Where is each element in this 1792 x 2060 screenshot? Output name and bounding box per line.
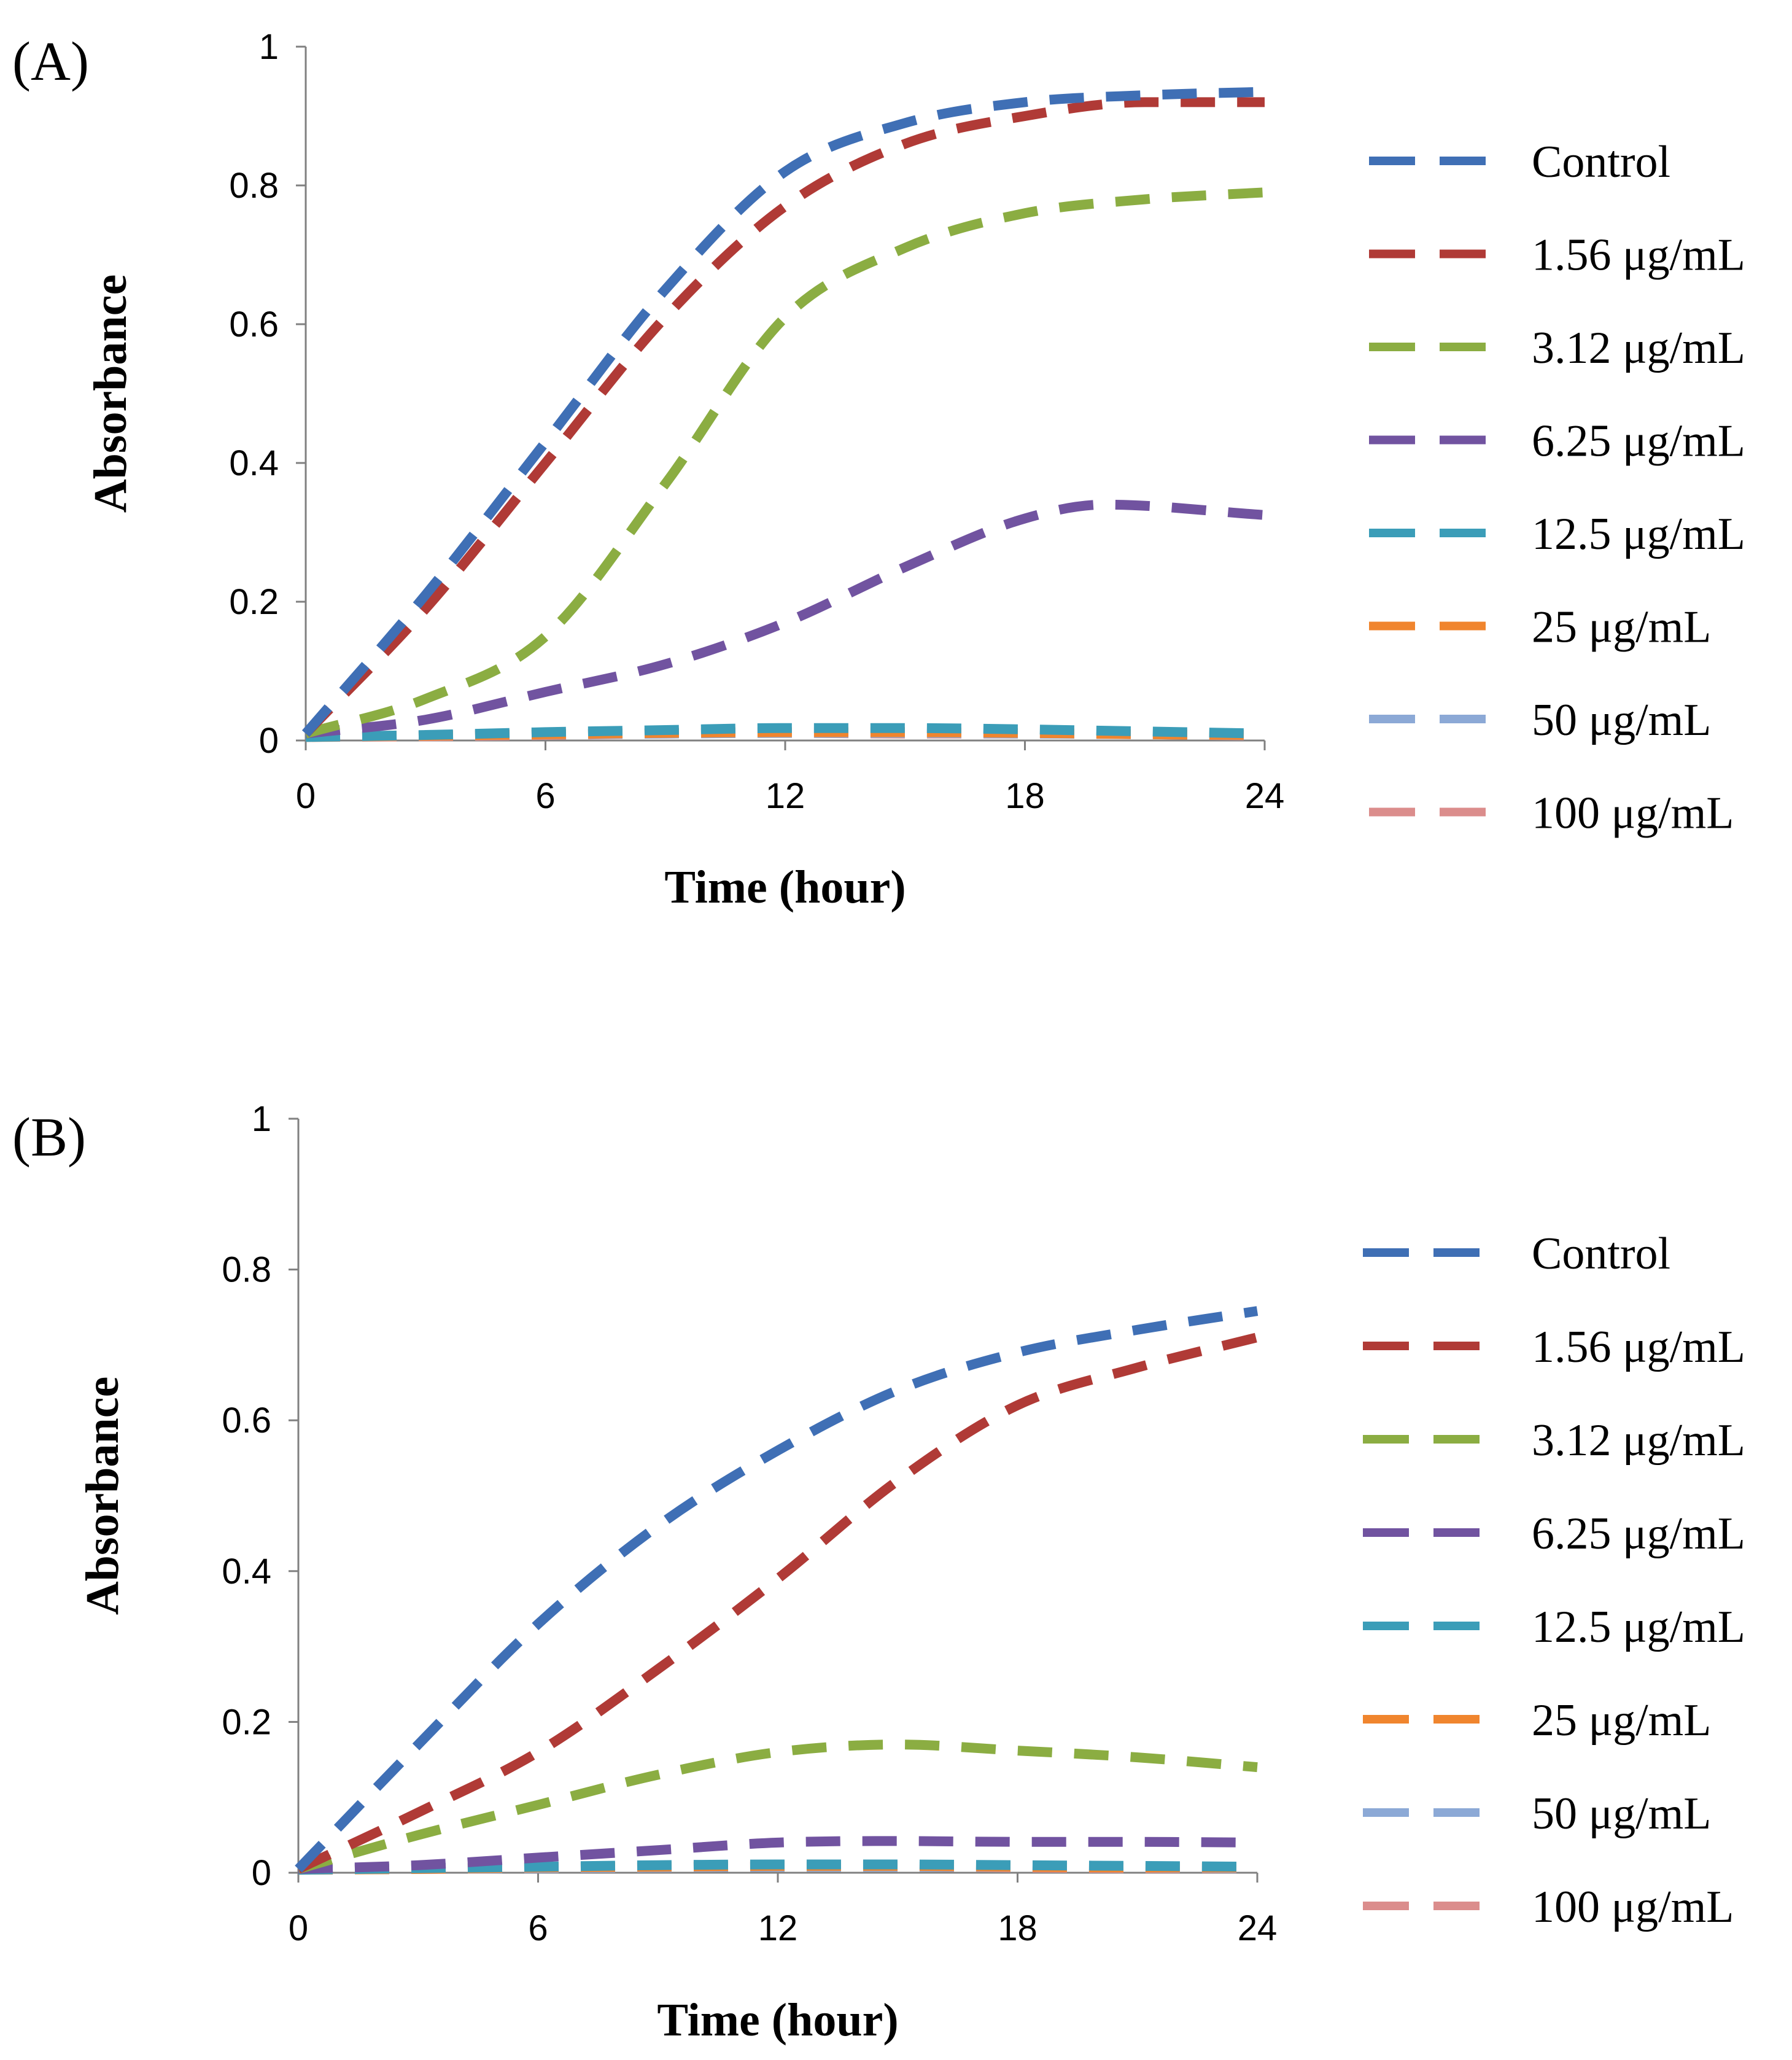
series-line-4 <box>298 1836 1258 1874</box>
y-tick-label: 1 <box>252 1099 271 1139</box>
y-tick-label: 0.8 <box>222 1250 271 1290</box>
y-axis-title: Absorbance <box>85 274 136 513</box>
panel-label: (A) <box>12 31 89 92</box>
series-line-5 <box>305 723 1265 742</box>
series-line-4 <box>305 499 1265 739</box>
legend-label: Control <box>1532 137 1670 187</box>
y-tick-label: 0.2 <box>229 582 279 622</box>
chart-panel-a: (A) 0 0.2 0.4 0.6 0.8 1 0 6 12 18 24 Absorbance Time … <box>12 27 1745 913</box>
y-tick-label: 0.6 <box>222 1401 271 1440</box>
legend-label: 25 μg/mL <box>1532 1695 1712 1746</box>
y-tick-label: 0.4 <box>229 443 279 483</box>
y-tick-label: 0.8 <box>229 166 279 206</box>
legend-label: 25 μg/mL <box>1532 602 1712 653</box>
x-tick-label: 0 <box>296 776 316 816</box>
legend-label: 100 μg/mL <box>1532 788 1734 839</box>
series-line-5 <box>298 1859 1258 1875</box>
x-tick-label: 24 <box>1245 776 1285 816</box>
y-axis-title: Absorbance <box>77 1377 128 1615</box>
y-tick-label: 1 <box>259 27 279 67</box>
y-tick-label: 0.6 <box>229 305 279 344</box>
y-tick-label: 0.2 <box>222 1702 271 1742</box>
x-tick-label: 18 <box>998 1908 1038 1948</box>
legend-label: 6.25 μg/mL <box>1532 1509 1745 1559</box>
legend-label: 50 μg/mL <box>1532 1789 1712 1839</box>
legend-label: Control <box>1532 1229 1670 1279</box>
chart-panel-b: (B) 0 0.2 0.4 0.6 0.8 1 0 6 12 18 24 Absorbance Time … <box>12 1099 1745 2046</box>
legend-label: 3.12 μg/mL <box>1532 323 1745 373</box>
legend-label: 100 μg/mL <box>1532 1882 1734 1932</box>
x-tick-label: 24 <box>1238 1908 1278 1948</box>
x-axis-title: Time (hour) <box>664 861 906 913</box>
x-tick-label: 18 <box>1005 776 1045 816</box>
series-line-1 <box>295 1306 1259 1873</box>
legend-label: 3.12 μg/mL <box>1532 1415 1745 1466</box>
y-tick-label: 0 <box>252 1853 271 1893</box>
x-tick-label: 6 <box>528 1908 548 1948</box>
y-tick-label: 0 <box>259 721 279 761</box>
x-axis-title: Time (hour) <box>657 1994 898 2046</box>
x-tick-label: 0 <box>289 1908 308 1948</box>
panel-label: (B) <box>12 1107 86 1168</box>
x-tick-label: 6 <box>535 776 555 816</box>
series-line-2 <box>302 97 1265 737</box>
series-line-1 <box>301 87 1265 737</box>
series-line-3 <box>297 1739 1258 1874</box>
legend-label: 1.56 μg/mL <box>1532 230 1745 281</box>
legend-label: 12.5 μg/mL <box>1532 1602 1745 1652</box>
legend-label: 6.25 μg/mL <box>1532 416 1745 467</box>
legend-label: 1.56 μg/mL <box>1532 1322 1745 1372</box>
legend: Control 1.56 μg/mL 3.12 μg/mL 6.25 μg/mL 12.… <box>1369 137 1745 839</box>
legend-label: 12.5 μg/mL <box>1532 509 1745 559</box>
y-tick-label: 0.4 <box>222 1552 271 1592</box>
legend-label: 50 μg/mL <box>1532 695 1712 745</box>
series-line-2 <box>296 1332 1259 1874</box>
series-line-3 <box>304 187 1265 739</box>
x-tick-label: 12 <box>758 1908 798 1948</box>
x-tick-label: 12 <box>766 776 805 816</box>
legend: Control 1.56 μg/mL 3.12 μg/mL 6.25 μg/mL 12.… <box>1363 1229 1745 1932</box>
